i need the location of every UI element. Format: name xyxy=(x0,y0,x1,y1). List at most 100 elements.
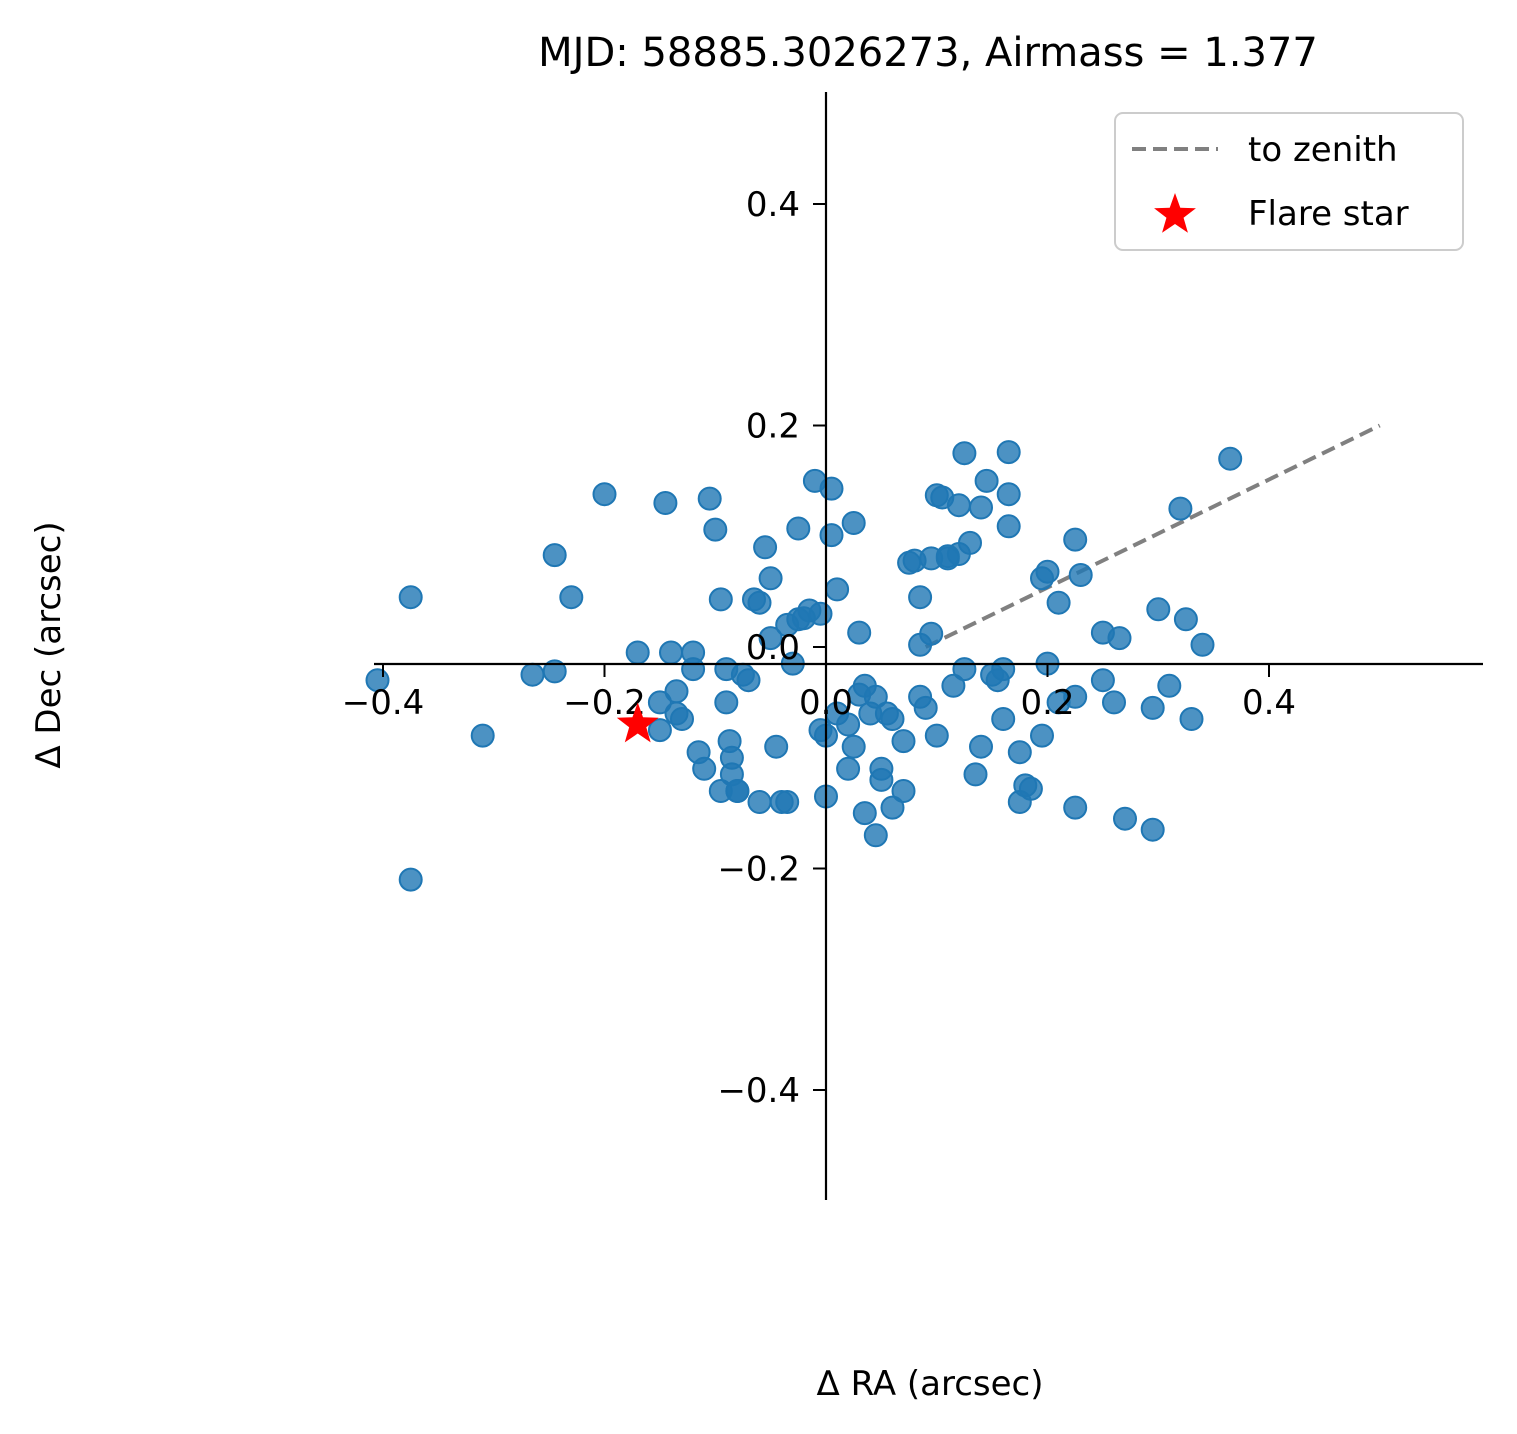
y-tick-label: −0.2 xyxy=(717,850,800,890)
data-point xyxy=(958,530,982,555)
data-point xyxy=(1063,684,1088,709)
data-point xyxy=(725,779,750,803)
data-point xyxy=(625,640,650,665)
data-point xyxy=(542,543,567,568)
data-point xyxy=(1063,795,1088,820)
data-point xyxy=(836,712,861,737)
data-point xyxy=(1140,695,1165,720)
data-point xyxy=(664,679,689,704)
legend: to zenith Flare star xyxy=(1114,112,1464,251)
data-point xyxy=(708,587,733,612)
data-point xyxy=(996,440,1021,465)
data-point xyxy=(908,585,933,610)
data-point xyxy=(1030,723,1054,748)
points-layer xyxy=(365,440,1243,892)
data-point xyxy=(647,718,672,743)
y-tick-label: −0.4 xyxy=(717,1071,800,1111)
x-tick-label: 0.4 xyxy=(1242,683,1296,723)
data-point xyxy=(819,476,844,501)
data-point xyxy=(969,734,993,759)
data-point xyxy=(880,795,905,820)
data-point xyxy=(974,468,999,493)
data-point xyxy=(919,621,944,646)
x-tick-label: 0.2 xyxy=(1020,683,1074,723)
data-point xyxy=(1068,563,1093,587)
data-point xyxy=(819,523,844,548)
data-point xyxy=(747,590,772,615)
data-point xyxy=(1179,707,1204,731)
chart-title: MJD: 58885.3026273, Airmass = 1.377 xyxy=(538,30,1318,76)
data-point xyxy=(670,707,694,731)
data-point xyxy=(470,723,495,748)
data-point xyxy=(653,491,678,515)
data-point xyxy=(852,801,877,826)
data-point xyxy=(924,723,949,748)
data-point xyxy=(758,626,783,651)
x-tick-label: −0.2 xyxy=(563,683,646,723)
data-point xyxy=(1090,668,1115,693)
data-point xyxy=(863,823,888,848)
data-point xyxy=(1107,626,1132,651)
data-point xyxy=(863,684,888,709)
data-point xyxy=(559,585,584,610)
data-point xyxy=(996,482,1021,507)
data-point xyxy=(747,790,772,814)
y-tick-label: 0.0 xyxy=(746,628,800,668)
data-point xyxy=(1146,597,1171,622)
data-point xyxy=(659,640,683,665)
data-point xyxy=(1113,806,1137,831)
data-point xyxy=(891,779,916,803)
flare-star-marker xyxy=(616,702,659,743)
legend-star-icon xyxy=(1154,193,1196,233)
data-point xyxy=(880,707,905,731)
data-point xyxy=(952,441,977,466)
data-point xyxy=(1046,590,1071,615)
data-point xyxy=(996,514,1021,539)
data-point xyxy=(398,867,423,892)
data-point xyxy=(697,486,722,511)
data-point xyxy=(1140,817,1165,842)
data-point xyxy=(1018,776,1043,801)
data-point xyxy=(681,657,706,682)
zenith-line xyxy=(924,423,1381,649)
data-point xyxy=(1007,740,1032,765)
y-axis-label: Δ Dec (arcsec) xyxy=(29,521,69,768)
axes-layer: −0.4 −0.2 0.0 0.2 0.4 0.4 0.2 0.0 −0.2 −0.4 xyxy=(342,92,1483,1200)
zenith-layer xyxy=(924,423,1381,649)
data-point xyxy=(991,707,1016,731)
data-point xyxy=(542,659,567,684)
data-point xyxy=(869,767,894,792)
data-point xyxy=(946,493,971,518)
data-point xyxy=(808,601,833,626)
y-tick-label: 0.2 xyxy=(746,407,800,447)
data-point xyxy=(714,690,739,715)
data-point xyxy=(847,620,872,645)
data-point xyxy=(692,756,717,781)
data-point xyxy=(1063,527,1088,552)
data-point xyxy=(592,482,617,507)
y-tick-label: 0.4 xyxy=(746,185,800,225)
data-point xyxy=(753,535,778,560)
data-point xyxy=(1218,446,1243,471)
data-point xyxy=(941,673,966,698)
data-point xyxy=(891,729,916,754)
data-point xyxy=(1157,673,1182,698)
legend-flare-star-label: Flare star xyxy=(1248,194,1409,234)
data-point xyxy=(913,695,938,720)
flare-star-layer xyxy=(616,702,659,743)
data-point xyxy=(775,790,800,814)
data-point xyxy=(1173,607,1198,632)
x-tick-label: 0.0 xyxy=(799,683,853,723)
data-point xyxy=(952,657,977,682)
data-point xyxy=(647,690,672,715)
data-point xyxy=(1102,690,1126,715)
data-point xyxy=(758,566,783,591)
data-point xyxy=(969,495,993,520)
data-point xyxy=(1035,559,1060,584)
data-point xyxy=(841,734,866,759)
data-point xyxy=(703,517,728,542)
data-point xyxy=(764,734,789,759)
data-point xyxy=(1190,632,1215,657)
data-point xyxy=(520,662,545,687)
